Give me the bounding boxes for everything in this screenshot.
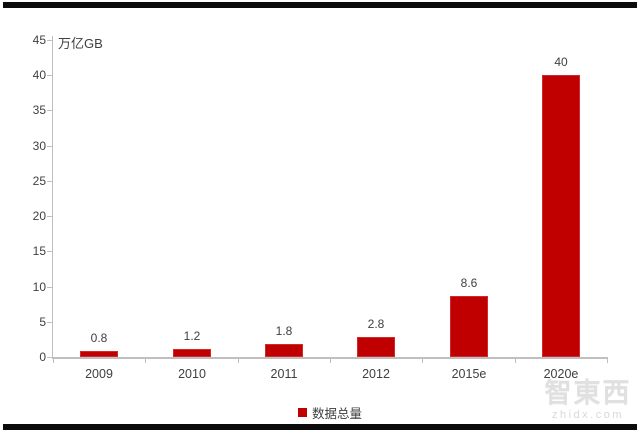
- y-axis-tick: [47, 181, 52, 182]
- bar-value-label: 1.8: [275, 324, 293, 338]
- y-axis-tick: [47, 75, 52, 76]
- bar-2015e: [450, 296, 488, 357]
- y-tick-label: 30: [32, 139, 46, 153]
- x-axis-tick: [607, 359, 608, 363]
- x-tick-label: 2020e: [543, 367, 579, 381]
- x-axis-tick: [53, 359, 54, 363]
- y-tick-label: 15: [32, 244, 46, 258]
- y-axis-tick: [47, 357, 52, 358]
- bar-value-label: 2.8: [367, 317, 385, 331]
- y-axis-tick: [47, 251, 52, 252]
- x-axis-tick: [145, 359, 146, 363]
- y-axis-tick: [47, 216, 52, 217]
- y-tick-label: 40: [32, 68, 46, 82]
- x-tick-label: 2011: [270, 367, 298, 381]
- bar-2011: [265, 344, 303, 357]
- x-axis-line: [52, 357, 608, 359]
- y-axis-tick: [47, 287, 52, 288]
- x-tick-label: 2010: [178, 367, 206, 381]
- legend-color-swatch: [297, 408, 307, 417]
- y-axis-tick: [47, 146, 52, 147]
- x-axis-tick: [515, 359, 516, 363]
- y-tick-label: 0: [39, 350, 46, 364]
- y-tick-label: 5: [39, 315, 46, 329]
- y-axis-tick: [47, 322, 52, 323]
- top-border-bar: [3, 2, 637, 8]
- x-tick-label: 2015e: [451, 367, 487, 381]
- bar-value-label: 8.6: [460, 276, 478, 290]
- y-tick-label: 20: [32, 209, 46, 223]
- bar-value-label: 1.2: [183, 329, 201, 343]
- x-tick-label: 2012: [362, 367, 390, 381]
- x-axis-tick: [330, 359, 331, 363]
- x-axis-tick: [238, 359, 239, 363]
- y-tick-label: 10: [32, 280, 46, 294]
- bar-2009: [80, 351, 118, 357]
- bar-value-label: 0.8: [90, 331, 108, 345]
- y-axis-tick: [47, 40, 52, 41]
- bar-2020e: [542, 75, 580, 357]
- y-tick-label: 25: [32, 174, 46, 188]
- y-tick-label: 45: [32, 33, 46, 47]
- legend-series-label: 数据总量: [311, 407, 362, 421]
- y-axis-tick: [47, 110, 52, 111]
- y-axis-unit-label: 万亿GB: [58, 36, 103, 51]
- bottom-border-bar: [3, 424, 637, 430]
- bar-2010: [173, 349, 211, 357]
- x-tick-label: 2009: [85, 367, 113, 381]
- y-tick-label: 35: [32, 103, 46, 117]
- bar-value-label: 40: [554, 55, 568, 69]
- bar-2012: [357, 337, 395, 357]
- y-axis-line: [52, 36, 53, 358]
- legend: 数据总量: [0, 403, 640, 422]
- x-axis-tick: [422, 359, 423, 363]
